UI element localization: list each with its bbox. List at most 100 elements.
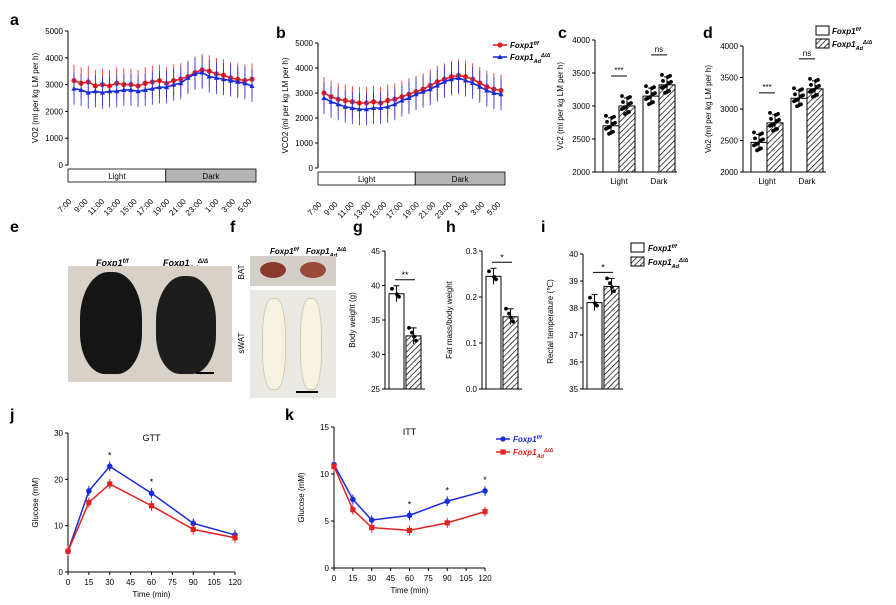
panel-j-point	[86, 488, 92, 494]
panel-i-ko-dot	[612, 289, 616, 294]
panel-h-y-tick-label: 0.3	[466, 247, 478, 256]
legend-label-ko: Foxp1AdΔ/Δ	[510, 53, 550, 65]
panel-c-ylabel: Vc2 (ml per kg LM per h)	[556, 62, 565, 150]
panel-k-y-tick-label: 15	[320, 423, 329, 432]
panel-d-y-tick-label: 2500	[720, 137, 738, 146]
panel-a-point	[142, 87, 148, 92]
panel-b-point	[399, 97, 405, 103]
panel-a-x-tick-label: 19:00	[151, 197, 172, 218]
panel-b-y-tick-label: 2000	[295, 114, 313, 123]
panel-b-point	[455, 75, 462, 80]
panel-k-sig-label: *	[483, 475, 487, 485]
panel-d-ko-dot	[815, 84, 819, 89]
panel-i-ko-dot	[608, 281, 612, 286]
panel-letter-d: d	[703, 25, 713, 42]
panel-b-point	[420, 88, 426, 94]
panel-k-x-tick-label: 75	[424, 574, 433, 583]
legend-swatch-control	[630, 242, 645, 253]
panel-d-ko-dot	[808, 76, 812, 81]
panel-a-x-tick-label: 7:00	[56, 197, 74, 215]
panel-b-x-tick-label: 3:00	[469, 200, 487, 218]
panel-a-y-tick-label: 2000	[45, 107, 63, 116]
panel-h-y-tick-label: 0.2	[466, 293, 478, 302]
panel-k-point	[482, 509, 488, 515]
panel-b-x-tick-label: 5:00	[485, 200, 503, 218]
panel-k-series-line	[333, 466, 486, 532]
panel-c-control-dot	[605, 119, 609, 124]
panel-j-x-tick-label: 60	[147, 578, 156, 587]
panel-a-point	[149, 85, 155, 91]
panel-d-control-dot	[799, 94, 803, 99]
photo-label-control: Foxp1f/f	[270, 247, 300, 256]
panel-c-sig-label: ns	[655, 45, 663, 54]
legend-label-control: Foxp1f/f	[648, 244, 678, 253]
panel-d-ko-dot	[774, 112, 778, 117]
panel-d-control-dot	[758, 132, 762, 137]
panel-a-point	[71, 85, 77, 91]
panel-j-ylabel: Glucose (mM)	[31, 477, 40, 528]
mouse-ko-image	[156, 276, 216, 374]
panel-c-y-tick-label: 3000	[572, 102, 590, 111]
panel-a-dark-bar	[165, 168, 257, 183]
panel-d-ko-dot	[811, 94, 815, 99]
panel-letter-b: b	[276, 25, 286, 42]
panel-d-control-dot	[798, 88, 802, 93]
panel-b-x-tick-label: 13:00	[352, 200, 373, 221]
panel-c-control-dot	[604, 113, 608, 118]
panel-b-point	[363, 106, 370, 112]
panel-b-point	[477, 83, 483, 89]
mouse-control-image	[80, 272, 142, 374]
panel-b-point	[406, 95, 412, 100]
panel-c-ko-dot	[626, 96, 630, 100]
panel-letter-a: a	[10, 12, 19, 29]
panel-a-x-tick-label: 17:00	[135, 197, 156, 218]
panel-a-point	[185, 75, 191, 80]
swat-control-tissue	[262, 298, 286, 390]
panel-d-control-dot	[793, 92, 797, 97]
panel-j-y-tick-label: 10	[54, 522, 63, 531]
panel-d-ylabel: Vo2 (ml per kg LM per h)	[704, 65, 713, 153]
panel-i-y-tick-label: 40	[569, 250, 578, 259]
panel-c-control-dot	[611, 121, 615, 126]
panel-a-x-tick-label: 3:00	[220, 197, 238, 215]
panel-a-point	[107, 88, 113, 94]
panel-b-point	[342, 103, 348, 109]
panel-a-y-tick-label: 3000	[45, 81, 63, 90]
panel-letter-f: f	[230, 219, 236, 236]
panel-b-point	[498, 91, 504, 97]
panel-h-sig-label: *	[500, 252, 504, 262]
panel-k-sig-label: *	[445, 485, 449, 495]
panel-j-x-tick-label: 30	[105, 578, 114, 587]
panel-d-ko-bar	[806, 88, 824, 173]
panel-i-control-dot	[588, 295, 592, 300]
panel-a-point	[206, 73, 212, 79]
panel-b-point	[321, 95, 327, 100]
panel-c-control-dot	[650, 86, 654, 90]
panel-letter-g: g	[353, 219, 363, 236]
panel-a-y-tick-label: 4000	[45, 54, 63, 63]
panel-k-y-tick-label: 0	[325, 564, 330, 573]
panel-a-point	[228, 77, 234, 83]
panel-a-point	[199, 69, 205, 75]
panel-j-point	[65, 548, 71, 554]
panel-b-point	[441, 78, 447, 84]
panel-b-point	[448, 76, 455, 82]
legend-swatch-ko	[630, 256, 645, 267]
panel-j-point	[190, 526, 196, 532]
panel-b-point	[427, 86, 433, 92]
panel-c-x-label: Light	[610, 177, 628, 186]
panel-g-ko-dot	[412, 334, 416, 339]
panel-d-ko-dot	[775, 118, 779, 123]
legend-swatch-control	[815, 25, 830, 36]
panel-c-sig-label: ***	[614, 66, 623, 75]
panel-a-y-tick-label: 5000	[45, 27, 63, 36]
panel-b-point	[335, 101, 341, 107]
panel-b-point	[328, 98, 334, 104]
panel-a-y-tick-label: 0	[59, 161, 64, 170]
panel-g-ko-dot	[410, 330, 414, 335]
panel-i-y-tick-label: 37	[569, 331, 578, 340]
panel-b-y-tick-label: 0	[309, 164, 314, 173]
panel-c-ko-dot	[667, 80, 671, 85]
panel-d-y-tick-label: 4000	[720, 42, 738, 51]
panel-k-title: ITT	[403, 427, 417, 437]
